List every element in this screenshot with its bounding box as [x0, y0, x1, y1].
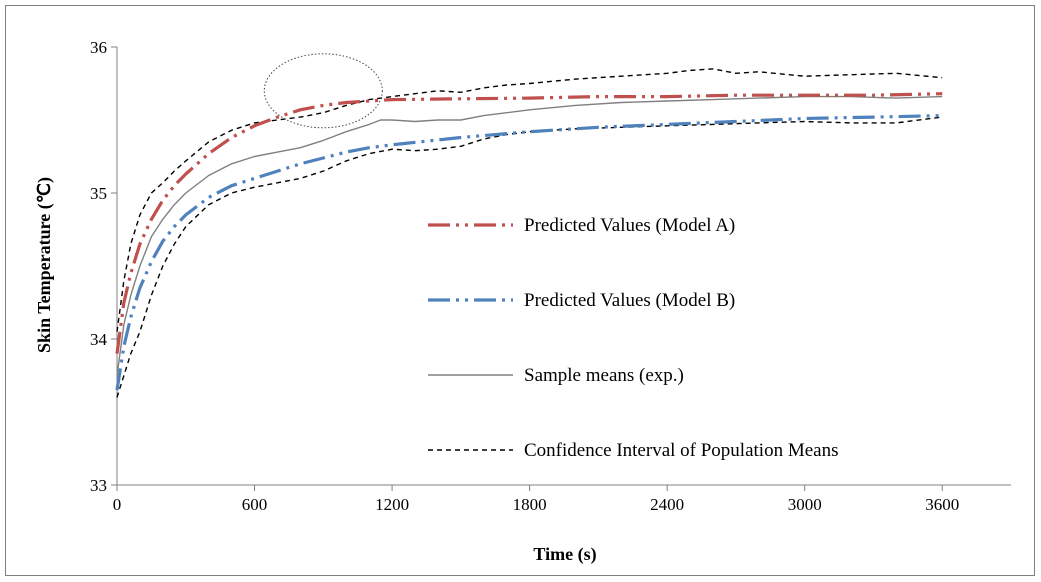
chart-frame — [5, 5, 1035, 576]
legend-label-2: Sample means (exp.) — [524, 365, 684, 386]
annotation-layer — [263, 53, 383, 129]
y-tick-label: 35 — [90, 184, 107, 203]
y-axis-title: Skin Temperature (℃) — [34, 177, 55, 353]
y-tick-label: 33 — [90, 476, 107, 495]
x-tick-label: 1800 — [513, 495, 547, 514]
legend-label-3: Confidence Interval of Population Means — [524, 440, 838, 461]
x-tick-label: 3000 — [788, 495, 822, 514]
x-tick-label: 600 — [242, 495, 268, 514]
series-line-1 — [115, 114, 943, 391]
axes: 33 34 35 36 0 600 1200 1800 2400 3000 3600 — [90, 38, 1011, 514]
x-tick-label: 2400 — [650, 495, 684, 514]
highlight-ellipse — [263, 53, 383, 129]
series-line-0 — [115, 92, 943, 354]
x-tick-label: 3600 — [925, 495, 959, 514]
series-layer — [115, 68, 943, 398]
x-axis-title: Time (s) — [533, 544, 596, 565]
legend-label-0: Predicted Values (Model A) — [524, 215, 735, 236]
series-line-4 — [116, 116, 943, 398]
series-line-2 — [116, 95, 943, 376]
legend-label-1: Predicted Values (Model B) — [524, 290, 735, 311]
x-tick-label: 1200 — [375, 495, 409, 514]
y-tick-label: 34 — [90, 330, 108, 349]
y-tick-label: 36 — [90, 38, 107, 57]
x-tick-label: 0 — [113, 495, 122, 514]
legend: Predicted Values (Model A) Predicted Valu… — [428, 215, 838, 461]
